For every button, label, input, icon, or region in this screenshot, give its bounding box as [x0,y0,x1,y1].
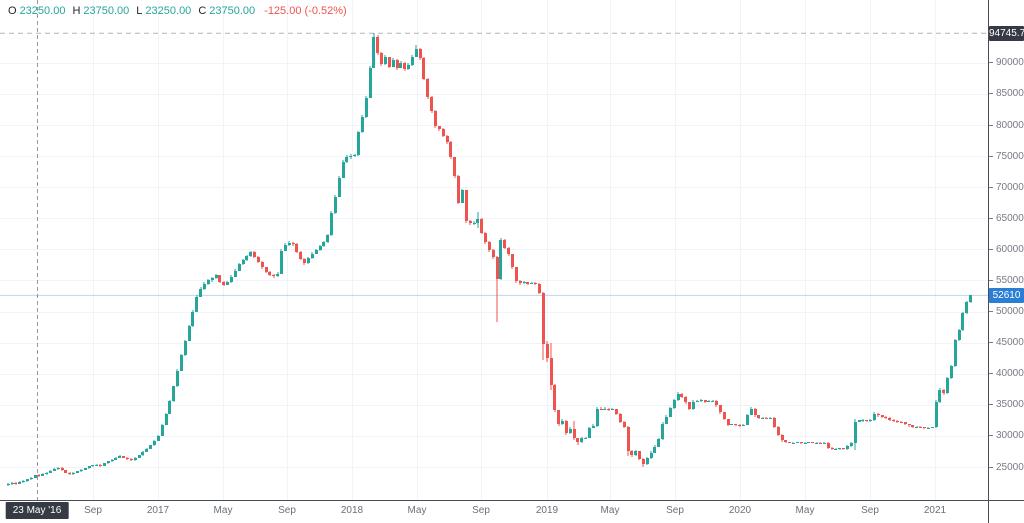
close-value: 23750.00 [209,5,256,17]
time-axis-border [0,500,1024,501]
last-price-label: 52610 [989,287,1024,303]
time-axis-label: 2019 [535,505,559,516]
price-tick-label: 70000 [989,181,1024,194]
time-axis[interactable]: 23 May '16 Sep 2017 May Sep 2018 May Sep 2019 Ma… [0,501,1024,523]
high-value: 23750.00 [83,5,130,17]
price-tick-label: 90000 [989,56,1024,69]
high-label: H [72,5,81,17]
low-label: L [136,5,143,17]
price-tick-label: 35000 [989,398,1024,411]
time-axis-label: 2020 [728,505,752,516]
crosshair-date-label: 23 May '16 [5,502,69,519]
time-axis-label: May [213,505,233,516]
time-axis-label: 2017 [146,505,170,516]
price-tick-label: 65000 [989,212,1024,225]
time-axis-label: Sep [666,505,684,516]
price-tick-label: 80000 [989,119,1024,132]
price-tick-label: 40000 [989,367,1024,380]
change-value: -125.00 (-0.52%) [264,5,347,17]
open-value: 23250.00 [19,5,66,17]
price-axis-border [988,0,989,523]
candlestick-chart[interactable] [0,0,988,500]
time-axis-label: 2018 [340,505,364,516]
price-tick-label: 25000 [989,461,1024,474]
close-label: C [198,5,207,17]
time-axis-label: May [600,505,620,516]
time-axis-label: Sep [84,505,102,516]
time-axis-label: May [407,505,427,516]
time-axis-label: Sep [472,505,490,516]
time-axis-label: 2021 [923,505,947,516]
time-axis-label: Sep [278,505,296,516]
ath-price-label: 94745.76 [989,25,1024,41]
time-axis-label: May [795,505,815,516]
price-tick-label: 50000 [989,305,1024,318]
price-tick-label: 75000 [989,150,1024,163]
price-tick-label: 45000 [989,336,1024,349]
price-tick-label: 55000 [989,274,1024,287]
price-tick-label: 60000 [989,243,1024,256]
price-tick-label: 85000 [989,87,1024,100]
ohlc-legend[interactable]: O 23250.00 H 23750.00 L 23250.00 C 23750.00 -125… [8,5,347,17]
open-label: O [8,5,17,17]
low-value: 23250.00 [145,5,192,17]
time-axis-label: Sep [861,505,879,516]
price-axis[interactable]: 94745.76 52610 90000 85000 80000 75000 70000… [989,0,1024,500]
price-tick-label: 30000 [989,429,1024,442]
